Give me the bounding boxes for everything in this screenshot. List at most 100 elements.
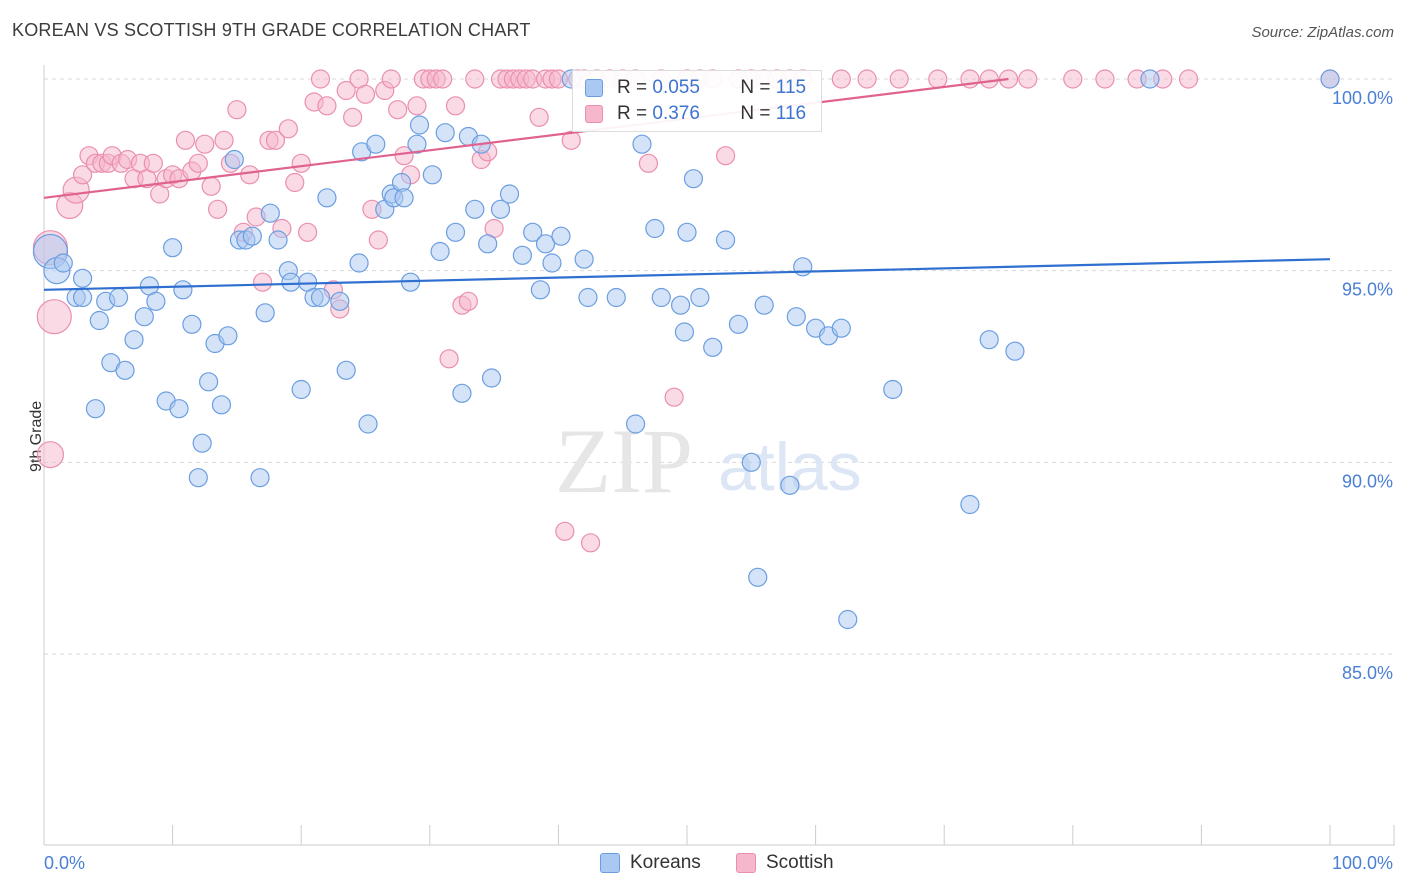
korean-point bbox=[430, 241, 450, 262]
korean-point bbox=[831, 318, 851, 338]
scottish-point bbox=[439, 349, 459, 369]
korean-point bbox=[551, 226, 571, 246]
korean-point bbox=[578, 287, 598, 308]
scottish-point bbox=[445, 96, 466, 116]
korean-point bbox=[838, 609, 858, 630]
korean-point bbox=[336, 360, 356, 380]
korean-point bbox=[490, 199, 511, 219]
korean-point bbox=[435, 123, 455, 143]
scottish-point bbox=[1178, 69, 1199, 89]
scottish-point bbox=[310, 69, 331, 89]
korean-trend-line bbox=[43, 258, 1331, 291]
watermark-zip: ZIP bbox=[555, 410, 693, 512]
korean-point bbox=[677, 222, 697, 242]
scottish-point bbox=[529, 107, 549, 127]
korean-point bbox=[793, 257, 813, 277]
scottish-point bbox=[1095, 69, 1115, 89]
korean-point bbox=[330, 291, 350, 311]
korean-point bbox=[883, 379, 903, 400]
scottish-trend-line bbox=[43, 77, 1009, 199]
scottish-point bbox=[175, 130, 196, 150]
chart-title: KOREAN VS SCOTTISH 9TH GRADE CORRELATION… bbox=[12, 20, 531, 40]
scottish-point bbox=[208, 199, 228, 219]
scottish-point bbox=[831, 69, 851, 89]
y-tick-label: 90.0% bbox=[1342, 471, 1393, 491]
korean-point bbox=[741, 452, 761, 472]
scottish-point bbox=[889, 69, 909, 89]
korean-point bbox=[218, 326, 238, 346]
korean-point bbox=[1005, 341, 1025, 361]
scottish-point bbox=[278, 119, 298, 139]
korean-point bbox=[163, 238, 183, 258]
legend-item-koreans[interactable]: Koreans bbox=[600, 852, 701, 874]
korean-point bbox=[199, 372, 219, 392]
korean-point bbox=[242, 226, 262, 246]
scottish-point bbox=[143, 153, 163, 173]
korean-point bbox=[409, 115, 430, 135]
korean-point bbox=[523, 222, 543, 242]
y-tick-label: 85.0% bbox=[1342, 663, 1393, 683]
korean-point bbox=[786, 307, 806, 327]
bottom-legend: Koreans Scottish bbox=[0, 852, 1406, 878]
korean-point bbox=[535, 234, 556, 254]
korean-point bbox=[211, 395, 232, 415]
scottish-point bbox=[227, 100, 247, 120]
korean-point bbox=[512, 245, 532, 265]
scottish-point bbox=[368, 230, 388, 250]
korean-point bbox=[407, 134, 427, 154]
korean-point bbox=[465, 199, 485, 219]
scottish-swatch bbox=[585, 105, 603, 123]
korean-point bbox=[124, 330, 144, 350]
scottish-r-value: 0.376 bbox=[652, 103, 700, 124]
scottish-point bbox=[336, 80, 356, 101]
korean-n-value: 115 bbox=[775, 77, 807, 98]
scottish-point bbox=[433, 69, 453, 89]
korean-point bbox=[349, 253, 369, 273]
korean-point bbox=[960, 494, 980, 515]
korean-point bbox=[72, 268, 93, 288]
scottish-point bbox=[555, 521, 575, 541]
scottish-point bbox=[188, 153, 208, 173]
scottish-point bbox=[72, 165, 93, 185]
scottish-point bbox=[664, 387, 684, 407]
korean-point bbox=[115, 360, 135, 380]
korean-point bbox=[452, 383, 472, 403]
scottish-point bbox=[1018, 69, 1038, 89]
scottish-point bbox=[253, 272, 273, 292]
scottish-point bbox=[298, 222, 318, 242]
scottish-point bbox=[285, 172, 305, 193]
korean-point bbox=[394, 188, 414, 208]
scottish-n-label: N = bbox=[740, 103, 771, 124]
korean-point bbox=[281, 272, 301, 292]
korean-point bbox=[574, 249, 594, 269]
legend-item-scottish[interactable]: Scottish bbox=[736, 852, 834, 874]
korean-point bbox=[625, 414, 646, 434]
legend-scottish-label: Scottish bbox=[766, 852, 834, 873]
stats-row-korean: R = 0.055 N = 115 bbox=[585, 75, 806, 101]
korean-point bbox=[192, 433, 212, 453]
korean-point bbox=[645, 218, 665, 239]
scottish-point bbox=[458, 291, 478, 311]
scottish-point bbox=[388, 100, 408, 120]
watermark: ZIP atlas bbox=[555, 410, 862, 512]
scottish-point bbox=[580, 533, 601, 553]
korean-point bbox=[780, 475, 800, 495]
y-tick-label: 100.0% bbox=[1332, 88, 1393, 108]
korean-swatch bbox=[585, 79, 603, 97]
korean-point bbox=[632, 134, 652, 154]
korean-point bbox=[445, 222, 466, 242]
korean-point bbox=[255, 303, 275, 323]
korean-point bbox=[542, 253, 562, 273]
korean-point bbox=[169, 399, 189, 419]
korean-point bbox=[530, 280, 550, 300]
korean-point bbox=[366, 134, 386, 154]
x-tick-label: 100.0% bbox=[1332, 853, 1393, 873]
korean-point bbox=[310, 287, 331, 308]
legend-koreans-swatch bbox=[600, 853, 620, 873]
source-note: Source: ZipAtlas.com bbox=[1251, 24, 1394, 41]
korean-point bbox=[748, 567, 768, 587]
korean-n-label: N = bbox=[740, 77, 771, 98]
korean-point bbox=[606, 287, 626, 308]
korean-point bbox=[108, 287, 129, 308]
korean-point bbox=[422, 165, 442, 185]
